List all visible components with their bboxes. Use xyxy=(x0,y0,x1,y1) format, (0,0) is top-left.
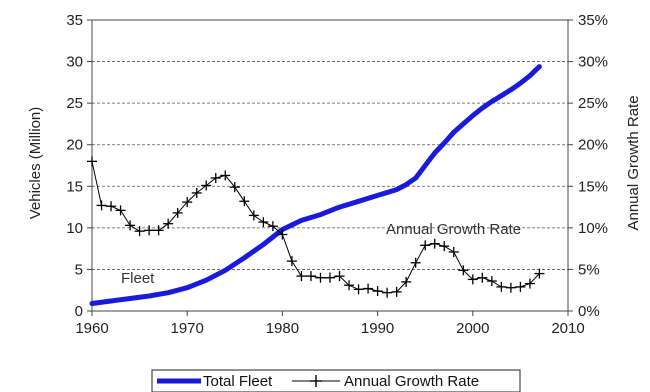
x-axis-ticks: 1960 1970 1980 1990 2000 2010 xyxy=(75,311,585,337)
y-axis-ticks: 0 5 10 15 20 25 30 35 xyxy=(66,12,92,320)
growth-rate-point xyxy=(277,229,288,240)
growth-rate-point xyxy=(134,226,145,237)
x-tick-label-1: 1970 xyxy=(171,320,204,337)
y-tick-label-4: 20 xyxy=(66,137,83,154)
y-tick-label-7: 35 xyxy=(66,12,83,29)
growth-rate-point xyxy=(258,217,269,228)
growth-rate-point xyxy=(201,180,212,191)
growth-rate-point xyxy=(315,272,326,283)
y-tick-label-3: 15 xyxy=(66,178,83,195)
growth-rate-point xyxy=(325,272,335,283)
annotation-growth-rate: Annual Growth Rate xyxy=(386,221,521,238)
growth-rate-point xyxy=(125,220,136,231)
growth-rate-point xyxy=(505,282,516,293)
x-tick-label-4: 2000 xyxy=(456,320,489,337)
legend-label-total-fleet: Total Fleet xyxy=(203,373,273,390)
x-tick-label-3: 1990 xyxy=(361,320,394,337)
growth-rate-point xyxy=(296,271,307,282)
growth-rate-point xyxy=(429,238,440,249)
growth-rate-point xyxy=(467,274,478,285)
growth-rate-point xyxy=(267,221,278,232)
growth-rate-point xyxy=(496,281,507,292)
legend-label-growth-rate: Annual Growth Rate xyxy=(344,373,479,390)
growth-rate-point xyxy=(391,286,402,297)
legend: Total Fleet Annual Growth Rate xyxy=(151,369,521,392)
y2-tick-label-2: 10% xyxy=(578,220,608,237)
growth-rate-point xyxy=(524,278,535,289)
growth-rate-point xyxy=(191,187,202,198)
growth-rate-point xyxy=(305,271,316,282)
growth-rate-point xyxy=(182,197,193,208)
annotation-fleet: Fleet xyxy=(121,270,155,287)
y-tick-label-0: 0 xyxy=(75,303,83,320)
growth-rate-point xyxy=(210,172,221,183)
y2-tick-label-5: 25% xyxy=(578,95,608,112)
growth-rate-point xyxy=(153,225,164,236)
growth-rate-point xyxy=(334,271,345,282)
y2-tick-label-3: 15% xyxy=(578,178,608,195)
y2-axis-title: Annual Growth Rate xyxy=(625,95,642,230)
x-tick-label-5: 2010 xyxy=(551,320,584,337)
y-tick-label-2: 10 xyxy=(66,220,83,237)
growth-rate-point xyxy=(353,284,364,295)
growth-rate-point xyxy=(458,265,469,276)
growth-rate-point xyxy=(286,256,297,267)
growth-rate-point xyxy=(401,276,412,287)
y2-tick-label-7: 35% xyxy=(578,12,608,29)
growth-rate-point xyxy=(448,246,459,257)
y-tick-label-5: 25 xyxy=(66,95,83,112)
x-tick-label-2: 1980 xyxy=(266,320,299,337)
growth-rate-point xyxy=(96,200,107,211)
growth-rate-point xyxy=(248,210,259,221)
growth-rate-point xyxy=(229,182,240,193)
series-total-fleet xyxy=(89,64,542,306)
growth-rate-point xyxy=(115,205,126,216)
growth-rate-point xyxy=(439,241,450,252)
y2-tick-label-6: 30% xyxy=(578,54,608,71)
growth-rate-point xyxy=(163,218,174,229)
growth-rate-point xyxy=(477,272,488,283)
growth-rate-point xyxy=(534,268,545,279)
growth-rate-point xyxy=(486,276,497,287)
series-annual-growth-rate xyxy=(87,156,545,298)
y-axis-title: Vehicles (Million) xyxy=(27,107,44,220)
growth-rate-point xyxy=(220,170,231,181)
y-tick-label-1: 5 xyxy=(75,261,83,278)
y2-tick-label-0: 0% xyxy=(578,303,600,320)
growth-rate-point xyxy=(420,240,431,251)
growth-rate-point xyxy=(410,257,421,268)
growth-rate-point xyxy=(382,287,393,298)
growth-rate-point xyxy=(372,286,383,297)
x-tick-label-0: 1960 xyxy=(75,320,108,337)
growth-rate-point xyxy=(87,156,97,167)
growth-rate-point xyxy=(344,280,355,291)
growth-rate-point xyxy=(363,283,374,294)
growth-rate-line xyxy=(91,161,540,294)
growth-rate-point xyxy=(239,196,250,207)
y-tick-label-6: 30 xyxy=(66,54,83,71)
legend-marker-growth-rate xyxy=(310,375,322,387)
growth-rate-point xyxy=(515,281,526,292)
y2-axis-ticks: 0% 5% 10% 15% 20% 25% 30% 35% xyxy=(568,12,608,320)
growth-rate-point xyxy=(106,201,117,212)
growth-rate-point xyxy=(172,207,183,218)
y2-tick-label-1: 5% xyxy=(578,261,600,278)
total-fleet-line xyxy=(89,64,542,306)
growth-rate-point xyxy=(144,225,155,236)
y2-tick-label-4: 20% xyxy=(578,137,608,154)
